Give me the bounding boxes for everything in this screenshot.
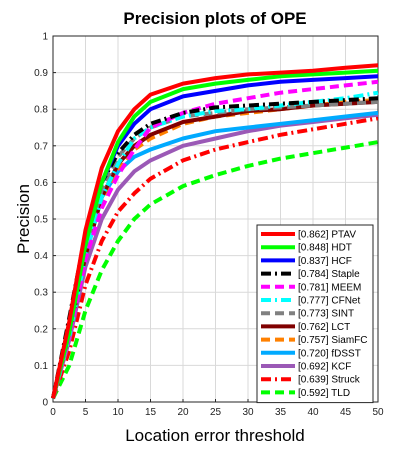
y-tick-label: 0.1: [34, 361, 48, 372]
x-tick-label: 50: [372, 407, 384, 418]
legend-label: [0.781] MEEM: [298, 282, 361, 293]
x-tick-label: 30: [242, 407, 254, 418]
chart-title: Precision plots of OPE: [123, 9, 306, 28]
x-tick-label: 0: [50, 407, 56, 418]
legend-label: [0.837] HCF: [298, 256, 352, 267]
legend-label: [0.692] KCF: [298, 362, 351, 373]
y-tick-label: 1: [42, 32, 48, 43]
y-tick-label: 0.2: [34, 324, 48, 335]
series-line-tld: [51, 140, 379, 400]
legend-label: [0.848] HDT: [298, 243, 352, 254]
x-tick-label: 35: [275, 407, 287, 418]
legend-label: [0.777] CFNet: [298, 296, 360, 307]
x-tick-label: 5: [83, 407, 89, 418]
legend: [0.862] PTAV [0.848] HDT [0.837] HCF [0.784…: [256, 224, 374, 404]
x-tick-label: 45: [340, 407, 352, 418]
legend-label: [0.862] PTAV: [298, 230, 356, 241]
y-tick-label: 0.4: [34, 251, 48, 262]
legend-label: [0.773] SINT: [298, 309, 354, 320]
y-tick-label: 0.8: [34, 105, 48, 116]
legend-label: [0.720] fDSST: [298, 348, 361, 359]
series-lines: [51, 63, 379, 400]
legend-label: [0.757] SiamFC: [298, 335, 367, 346]
series-line-ptav: [51, 63, 379, 399]
legend-label: [0.784] Staple: [298, 269, 360, 280]
x-tick-label: 25: [210, 407, 222, 418]
x-axis-label: Location error threshold: [125, 426, 305, 445]
x-tick-label: 20: [177, 407, 189, 418]
y-tick-label: 0.5: [34, 215, 48, 226]
legend-label: [0.592] TLD: [298, 388, 350, 399]
y-tick-label: 0.3: [34, 288, 48, 299]
y-tick-label: 0.9: [34, 68, 48, 79]
legend-label: [0.639] Struck: [298, 375, 361, 386]
y-tick-label: 0.6: [34, 178, 48, 189]
y-axis-label: Precision: [14, 184, 33, 254]
y-tick-label: 0: [42, 398, 48, 409]
axis-ticks: 0 5 10 15 20 25 30 35 40 45 50 0 0.1 0.2 0.3 0.4 0.5 0.6 0…: [34, 32, 384, 419]
series-line-hdt: [51, 68, 379, 399]
x-tick-label: 10: [112, 407, 124, 418]
y-tick-label: 0.7: [34, 141, 48, 152]
x-tick-label: 15: [145, 407, 157, 418]
series-line-struck: [51, 116, 379, 399]
legend-label: [0.762] LCT: [298, 322, 350, 333]
x-tick-label: 40: [307, 407, 319, 418]
